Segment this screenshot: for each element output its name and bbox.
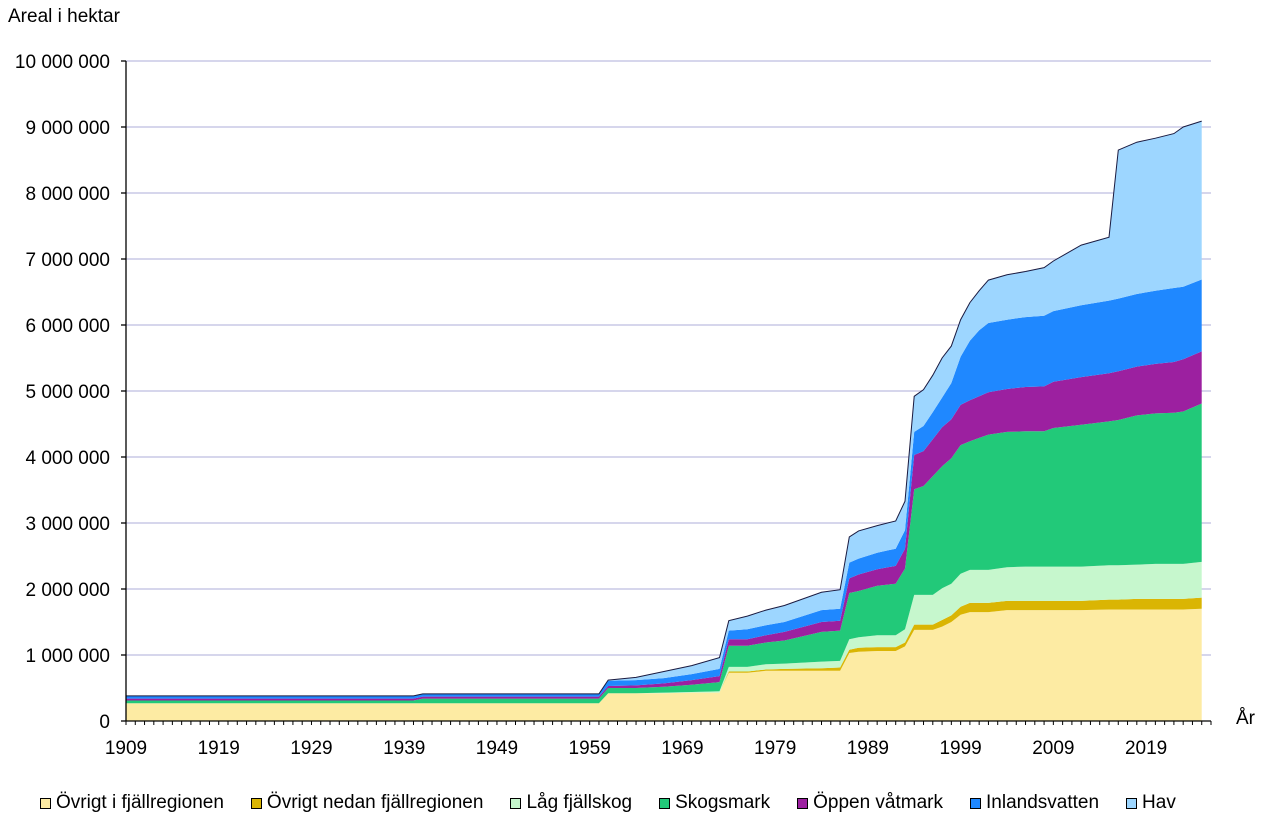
y-tick-label: 5 000 000 (25, 382, 110, 403)
legend-item: Övrigt nedan fjällregionen (250, 792, 484, 814)
x-tick-label: 1949 (476, 738, 518, 759)
legend-swatch (1126, 797, 1138, 809)
chart-legend: Övrigt i fjällregionen Övrigt nedan fjäll… (40, 792, 1176, 814)
x-tick-label: 1969 (661, 738, 703, 759)
x-tick-label: 1959 (569, 738, 611, 759)
legend-label: Skogsmark (675, 792, 771, 813)
y-tick-label: 8 000 000 (25, 184, 110, 205)
area-series (126, 120, 1202, 721)
y-tick-label: 6 000 000 (25, 316, 110, 337)
x-tick-label: 1919 (198, 738, 240, 759)
legend-label: Låg fjällskog (526, 792, 633, 813)
y-tick-label: 9 000 000 (25, 118, 110, 139)
x-tick-label: 1909 (105, 738, 147, 759)
x-tick-label: 2009 (1032, 738, 1074, 759)
legend-item: Skogsmark (659, 792, 770, 814)
legend-label: Inlandsvatten (986, 792, 1100, 813)
x-tick-label: 1979 (754, 738, 796, 759)
legend-swatch (250, 797, 262, 809)
x-tick-label: 1999 (939, 738, 981, 759)
stack-outline (126, 120, 1202, 697)
y-tick-label: 2 000 000 (25, 580, 110, 601)
legend-swatch (970, 797, 982, 809)
y-tick-label: 4 000 000 (25, 448, 110, 469)
legend-label: Övrigt i fjällregionen (56, 792, 224, 813)
y-axis-title: Areal i hektar (8, 6, 120, 27)
y-tick-label: 0 (99, 712, 110, 733)
x-tick-label: 1939 (383, 738, 425, 759)
axes: 0 1 000 000 2 000 000 3 000 000 4 000 000 5 0… (15, 52, 1212, 759)
legend-swatch (659, 797, 671, 809)
legend-swatch (40, 797, 51, 809)
x-axis-title: År (1236, 708, 1255, 729)
x-tick-label: 2019 (1125, 738, 1167, 759)
legend-swatch (510, 797, 522, 809)
area-series-3 (126, 561, 1202, 704)
legend-item: Låg fjällskog (510, 792, 632, 814)
legend-label: Övrigt nedan fjällregionen (266, 792, 484, 813)
y-tick-label: 1 000 000 (25, 646, 110, 667)
legend-item: Inlandsvatten (970, 792, 1099, 814)
area-series-4 (126, 403, 1202, 704)
y-tick-label: 7 000 000 (25, 250, 110, 271)
legend-label: Hav (1142, 792, 1176, 813)
legend-item: Hav (1126, 792, 1176, 814)
area-series-6 (126, 279, 1202, 699)
y-tick-label: 10 000 000 (15, 52, 110, 73)
legend-label: Öppen våtmark (813, 792, 944, 813)
y-tick-label: 3 000 000 (25, 514, 110, 535)
legend-item: Övrigt i fjällregionen (40, 792, 224, 814)
stacked-area-chart: 0 1 000 000 2 000 000 3 000 000 4 000 000 5 0… (15, 52, 1212, 759)
x-tick-label: 1989 (847, 738, 889, 759)
area-series-1 (126, 608, 1202, 721)
area-series-2 (126, 597, 1202, 704)
legend-swatch (797, 797, 809, 809)
legend-item: Öppen våtmark (797, 792, 943, 814)
x-tick-label: 1929 (290, 738, 332, 759)
area-series-5 (126, 351, 1202, 701)
gridlines (126, 60, 1211, 656)
